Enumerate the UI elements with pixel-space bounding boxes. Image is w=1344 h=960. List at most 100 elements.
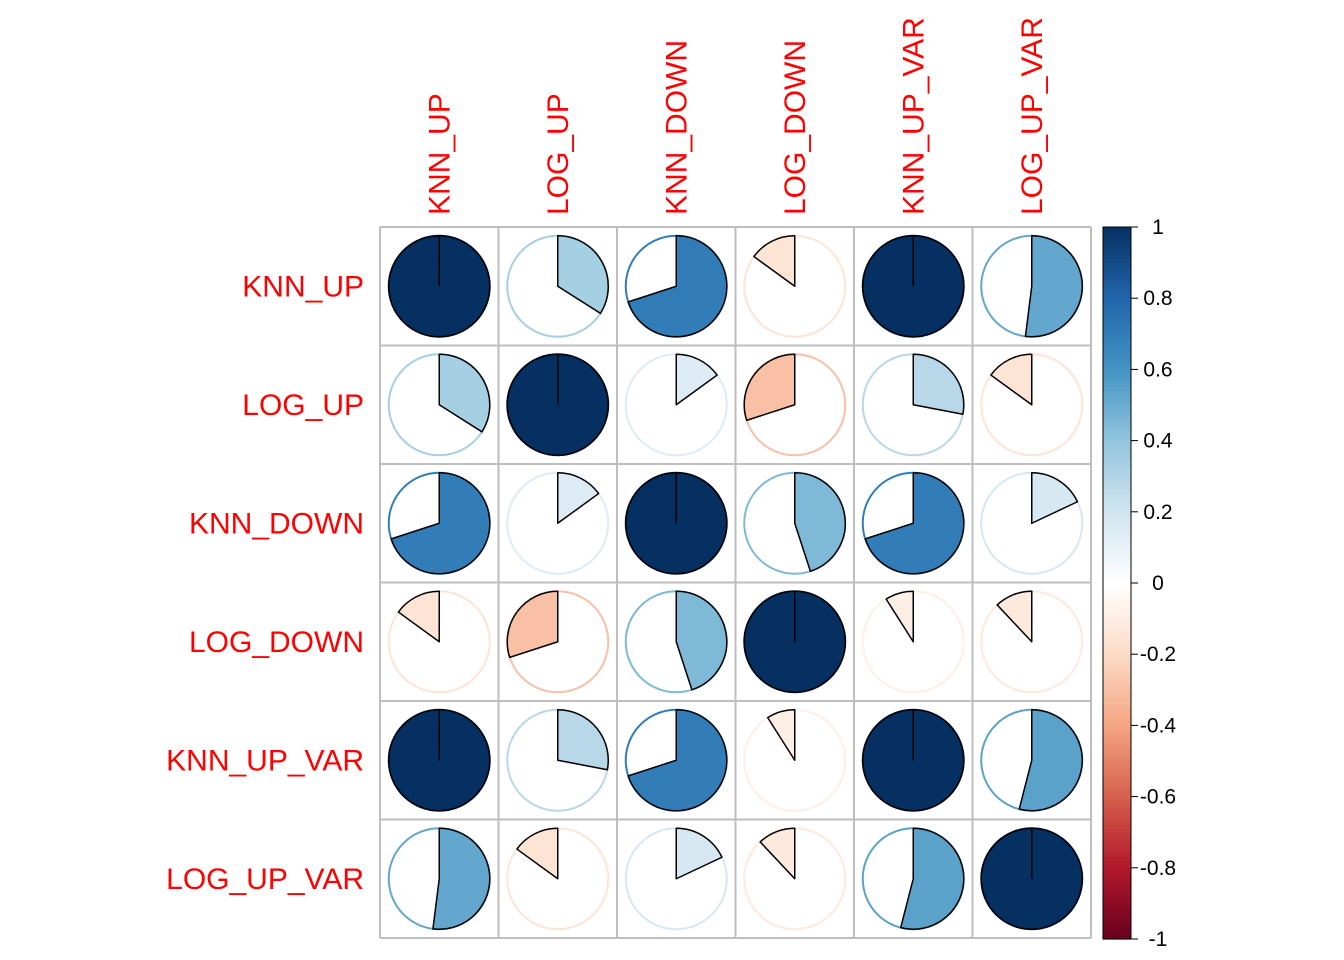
legend-swatch	[1103, 550, 1131, 556]
legend-swatch	[1103, 793, 1131, 798]
legend-swatch	[1103, 283, 1131, 289]
legend-swatch	[1103, 572, 1131, 577]
legend-tick-label: -1	[1149, 928, 1168, 951]
row-label: LOG_UP_VAR	[166, 863, 364, 896]
legend-swatch	[1103, 372, 1131, 378]
legend-tick-label: 0.8	[1143, 287, 1172, 310]
legend-swatch	[1103, 422, 1131, 427]
legend-swatch	[1103, 771, 1131, 776]
legend-swatch	[1103, 330, 1131, 335]
legend-swatch	[1103, 867, 1131, 872]
legend-swatch	[1103, 825, 1131, 830]
legend-swatch	[1103, 426, 1131, 431]
legend-swatch	[1103, 583, 1131, 588]
legend-swatch	[1103, 444, 1131, 449]
legend-swatch	[1103, 661, 1131, 666]
legend-swatch	[1103, 874, 1131, 880]
legend-tick-label: 0	[1152, 572, 1164, 595]
legend-swatch	[1103, 864, 1131, 869]
legend-swatch	[1103, 415, 1131, 420]
legend-swatch	[1103, 728, 1131, 734]
legend-swatch	[1103, 397, 1131, 403]
pie-slice	[1018, 709, 1083, 812]
pie-slice	[557, 472, 600, 524]
legend-swatch	[1103, 871, 1131, 876]
legend-swatch	[1103, 508, 1131, 513]
legend-swatch	[1103, 458, 1131, 463]
row-label: KNN_UP	[242, 270, 364, 303]
legend-swatch	[1103, 437, 1131, 442]
legend-swatch	[1103, 814, 1131, 819]
legend-swatch	[1103, 903, 1131, 908]
legend-swatch	[1103, 629, 1131, 634]
legend-swatch	[1103, 896, 1131, 901]
legend-swatch	[1103, 882, 1131, 887]
grid	[379, 226, 1092, 939]
legend-swatch	[1103, 579, 1131, 584]
pie-slice	[753, 235, 796, 287]
column-label: LOG_DOWN	[779, 40, 812, 215]
legend-swatch	[1103, 664, 1131, 670]
legend-swatch	[1103, 835, 1131, 840]
legend-swatch	[1103, 647, 1131, 652]
legend-swatch	[1103, 568, 1131, 573]
pie-slice	[996, 590, 1033, 643]
legend-swatch	[1103, 501, 1131, 506]
legend-swatch	[1103, 721, 1131, 726]
legend-swatch	[1103, 732, 1131, 737]
legend-swatch	[1103, 743, 1131, 748]
legend-swatch	[1103, 917, 1131, 922]
legend-swatch	[1103, 276, 1131, 281]
legend-swatch	[1103, 380, 1131, 385]
legend-swatch	[1103, 401, 1131, 406]
legend-swatch	[1103, 817, 1131, 823]
legend-swatch	[1103, 326, 1131, 331]
legend-swatch	[1103, 846, 1131, 851]
legend-swatch	[1103, 935, 1131, 940]
legend-swatch	[1103, 807, 1131, 812]
legend-tick-label: 1	[1152, 216, 1164, 239]
legend-swatch	[1103, 497, 1131, 502]
legend-swatch	[1103, 700, 1131, 705]
legend-swatch	[1103, 679, 1131, 684]
legend-swatch	[1103, 842, 1131, 848]
pie-slice	[899, 827, 965, 930]
color-legend: 1 0.8 0.6 0.4 0.2 0 -0.2 -0.4 -0.6 -0.8 -1	[1102, 216, 1176, 951]
row-label: LOG_UP	[242, 389, 364, 422]
legend-swatch	[1103, 515, 1131, 520]
legend-swatch	[1103, 910, 1131, 915]
legend-swatch	[1103, 429, 1131, 435]
legend-swatch	[1103, 796, 1131, 801]
legend-tick-label: -0.6	[1140, 786, 1176, 809]
legend-swatch	[1103, 319, 1131, 324]
legend-swatch	[1103, 486, 1131, 492]
legend-swatch	[1103, 454, 1131, 459]
legend-swatch	[1103, 746, 1131, 751]
column-label: LOG_UP	[542, 93, 575, 215]
legend-swatch	[1103, 248, 1131, 253]
legend-swatch	[1103, 412, 1131, 417]
legend-swatch	[1103, 547, 1131, 552]
axis-labels: KNN_UP LOG_UP KNN_DOWN LOG_DOWN KNN_UP_VAR LO…	[166, 17, 1049, 896]
pie-slice	[397, 590, 440, 643]
pie-slice	[1024, 235, 1083, 338]
legend-swatch	[1103, 657, 1131, 662]
legend-swatch	[1103, 885, 1131, 890]
legend-tick-label: -0.8	[1140, 857, 1176, 880]
column-label: KNN_DOWN	[660, 40, 693, 215]
legend-swatch	[1103, 643, 1131, 648]
legend-swatch	[1103, 269, 1131, 274]
legend-swatch	[1103, 333, 1131, 338]
legend-swatch	[1103, 761, 1131, 766]
legend-swatch	[1103, 711, 1131, 716]
legend-swatch	[1103, 561, 1131, 566]
legend-swatch	[1103, 693, 1131, 698]
legend-swatch	[1103, 736, 1131, 741]
legend-swatch	[1103, 668, 1131, 673]
legend-swatch	[1103, 533, 1131, 538]
row-label: KNN_DOWN	[189, 507, 364, 540]
legend-swatch	[1103, 639, 1131, 645]
legend-swatch	[1103, 750, 1131, 755]
legend-swatch	[1103, 504, 1131, 509]
